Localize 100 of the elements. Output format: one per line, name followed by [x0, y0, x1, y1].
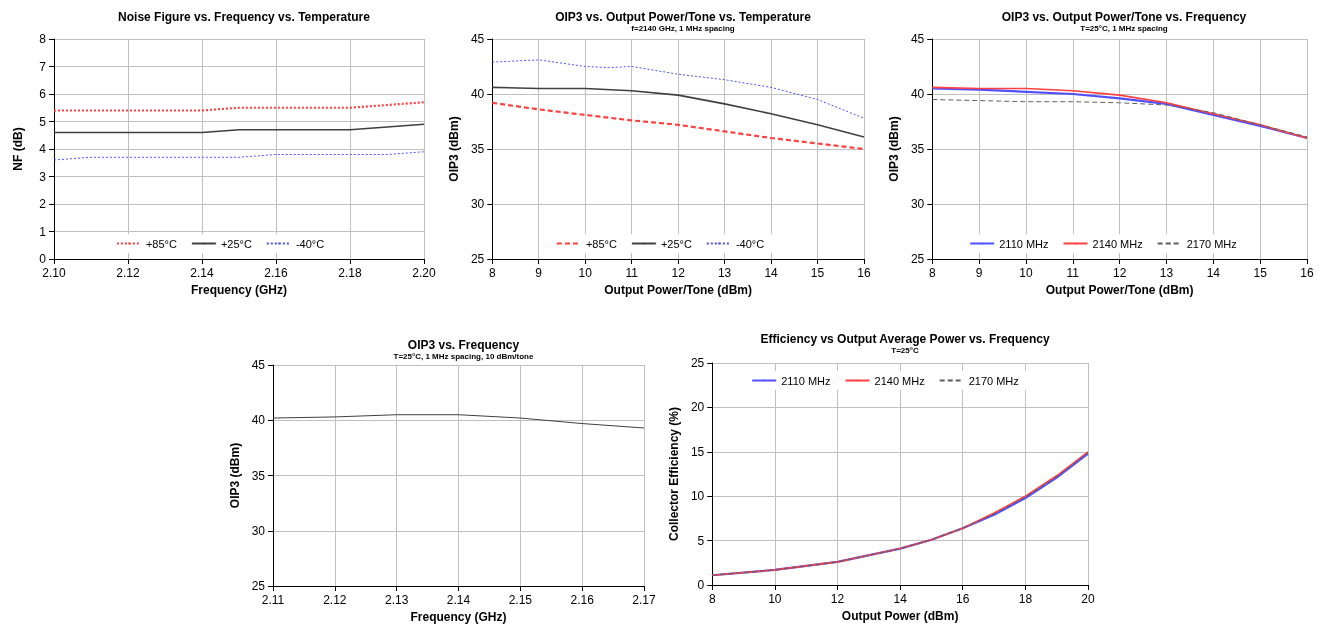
legend-label: -40°C [295, 237, 325, 250]
line-series [491, 86, 865, 138]
line-series [491, 59, 865, 119]
x-axis-title: Frequency (GHz) [410, 609, 507, 624]
y-tick-label: 10 [690, 489, 705, 504]
x-tick-label: 2.10 [42, 266, 66, 280]
x-tick-label: 13 [1159, 266, 1174, 280]
legend-label: +85°C [145, 237, 177, 250]
y-tick-label: 35 [251, 468, 266, 483]
y-tick-label: 30 [910, 197, 925, 211]
x-tick-label: 2.16 [570, 593, 595, 607]
legend-label: 2140 MHz [1092, 237, 1143, 250]
x-tick-label: 16 [956, 592, 970, 606]
x-tick-label: 2.18 [338, 266, 362, 280]
y-tick-label: 20 [690, 400, 705, 415]
x-axis-title: Output Power (dBm) [841, 608, 959, 623]
line-series [931, 99, 1308, 138]
x-axis-title: Output Power/Tone (dBm) [604, 282, 753, 297]
x-tick-label: 16 [1300, 266, 1314, 280]
x-axis-title: Output Power/Tone (dBm) [1045, 282, 1194, 297]
x-axis-title: Frequency (GHz) [190, 282, 288, 297]
y-tick-label: 2 [39, 197, 47, 211]
y-tick-label: 35 [470, 142, 485, 156]
line-series [52, 101, 426, 112]
x-tick-label: 2.12 [323, 593, 347, 607]
x-tick-label: 2.20 [412, 266, 436, 280]
legend-label: -40°C [735, 237, 765, 250]
x-tick-label: 18 [1018, 592, 1033, 606]
x-tick-label: 13 [717, 266, 732, 280]
chart-title: Efficiency vs Output Average Power vs. Frequency [760, 332, 1050, 346]
x-tick-label: 20 [1081, 592, 1095, 606]
y-tick-label: 0 [39, 252, 47, 266]
chart-subtitle: T=25°C [891, 345, 919, 355]
y-axis-title: OIP3 (dBm) [447, 116, 461, 182]
x-tick-label: 2.15 [508, 593, 533, 607]
x-tick-label: 2.14 [446, 593, 471, 607]
x-tick-label: 2.14 [190, 266, 214, 280]
x-tick-label: 14 [1206, 266, 1221, 280]
legend-label: 2170 MHz [968, 374, 1019, 387]
y-tick-label: 45 [470, 32, 485, 46]
y-axis-title: OIP3 (dBm) [887, 116, 901, 182]
x-tick-label: 15 [1253, 266, 1268, 280]
x-tick-label: 2.12 [116, 266, 140, 280]
x-tick-label: 14 [893, 592, 908, 606]
y-tick-label: 4 [39, 142, 47, 156]
y-tick-label: 7 [39, 59, 47, 74]
x-tick-label: 9 [975, 266, 983, 280]
x-tick-label: 10 [1019, 266, 1033, 280]
x-tick-label: 15 [810, 266, 825, 280]
x-tick-label: 16 [857, 266, 871, 280]
x-tick-label: 8 [928, 266, 936, 280]
y-tick-label: 0 [697, 578, 705, 592]
chart-subtitle: T=25°C, 1 MHz spacing [1080, 23, 1168, 33]
y-tick-label: 25 [910, 252, 925, 266]
y-tick-label: 3 [39, 169, 47, 184]
x-tick-label: 2.17 [632, 593, 656, 607]
x-tick-label: 8 [708, 592, 716, 606]
x-tick-label: 11 [1066, 266, 1080, 280]
x-tick-label: 12 [1112, 266, 1127, 280]
y-tick-label: 40 [251, 413, 266, 428]
y-tick-label: 40 [470, 87, 485, 101]
x-tick-label: 9 [535, 266, 543, 280]
y-axis-title: OIP3 (dBm) [227, 442, 242, 509]
y-tick-label: 45 [910, 32, 925, 46]
x-tick-label: 8 [488, 266, 496, 280]
y-tick-label: 5 [697, 533, 705, 548]
chart-title: OIP3 vs. Output Power/Tone vs. Frequency [1001, 10, 1247, 24]
y-tick-label: 1 [39, 224, 47, 239]
y-tick-label: 15 [690, 444, 705, 459]
legend-label: +25°C [660, 237, 692, 250]
x-tick-label: 14 [764, 266, 779, 280]
x-tick-label: 10 [768, 592, 782, 606]
x-tick-label: 2.11 [261, 593, 285, 607]
y-tick-label: 6 [39, 87, 47, 101]
chart-subtitle: T=25°C, 1 MHz spacing, 10 dBm/tone [393, 351, 534, 361]
chart-title: OIP3 vs. Output Power/Tone vs. Temperature [555, 10, 812, 24]
y-tick-label: 5 [39, 114, 47, 129]
x-tick-label: 12 [671, 266, 686, 280]
y-tick-label: 40 [910, 87, 925, 101]
x-tick-label: 11 [625, 266, 639, 280]
y-tick-label: 30 [251, 523, 266, 538]
x-tick-label: 2.13 [384, 593, 409, 607]
legend-label: 2140 MHz [874, 374, 925, 387]
legend-label: +85°C [585, 237, 617, 250]
legend-label: +25°C [220, 237, 252, 250]
chart-subtitle: f=2140 GHz, 1 MHz spacing [631, 23, 735, 33]
y-tick-label: 35 [910, 142, 925, 156]
y-tick-label: 25 [690, 356, 705, 370]
y-tick-label: 25 [251, 579, 266, 593]
x-tick-label: 10 [578, 266, 593, 280]
chart-title: OIP3 vs. Frequency [407, 338, 520, 352]
legend-label: 2170 MHz [1186, 237, 1237, 250]
chart-title: Noise Figure vs. Frequency vs. Temperature [118, 10, 371, 24]
y-tick-label: 25 [470, 252, 485, 266]
legend-label: 2110 MHz [781, 374, 831, 387]
x-tick-label: 12 [830, 592, 845, 606]
y-axis-title: Collector Efficiency (%) [667, 406, 681, 542]
x-tick-label: 2.16 [264, 266, 288, 280]
y-axis-title: NF (dB) [11, 127, 25, 171]
y-tick-label: 8 [39, 32, 47, 46]
